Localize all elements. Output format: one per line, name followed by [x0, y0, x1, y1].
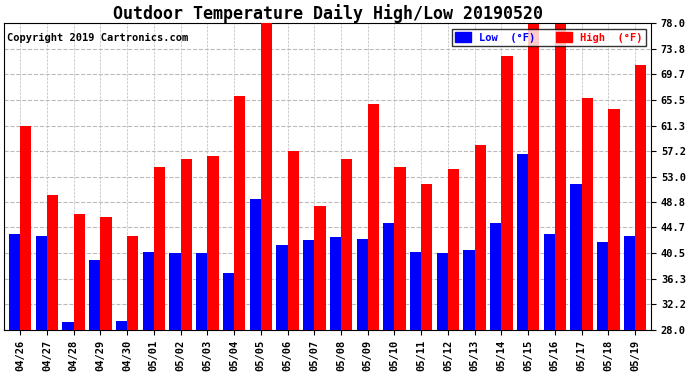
Bar: [582, 98, 593, 330]
Legend: Low  (°F), High  (°F): Low (°F), High (°F): [452, 28, 646, 46]
Bar: [490, 223, 502, 330]
Bar: [448, 169, 459, 330]
Bar: [36, 236, 47, 330]
Bar: [475, 146, 486, 330]
Bar: [261, 23, 272, 330]
Bar: [624, 236, 635, 330]
Bar: [410, 252, 421, 330]
Bar: [395, 167, 406, 330]
Bar: [528, 24, 540, 330]
Bar: [341, 159, 352, 330]
Bar: [181, 159, 192, 330]
Bar: [169, 253, 181, 330]
Bar: [437, 253, 448, 330]
Bar: [207, 156, 219, 330]
Bar: [196, 253, 207, 330]
Bar: [63, 322, 74, 330]
Bar: [234, 96, 246, 330]
Bar: [635, 65, 647, 330]
Bar: [383, 223, 395, 330]
Bar: [597, 242, 609, 330]
Bar: [517, 154, 528, 330]
Bar: [127, 236, 139, 330]
Bar: [357, 239, 368, 330]
Bar: [288, 151, 299, 330]
Bar: [9, 234, 20, 330]
Bar: [154, 167, 165, 330]
Bar: [89, 260, 101, 330]
Bar: [555, 24, 566, 330]
Bar: [250, 199, 261, 330]
Bar: [314, 206, 326, 330]
Bar: [464, 249, 475, 330]
Bar: [47, 195, 58, 330]
Bar: [330, 237, 341, 330]
Title: Outdoor Temperature Daily High/Low 20190520: Outdoor Temperature Daily High/Low 20190…: [112, 4, 542, 23]
Bar: [609, 109, 620, 330]
Bar: [276, 244, 288, 330]
Bar: [116, 321, 127, 330]
Bar: [421, 184, 433, 330]
Bar: [544, 234, 555, 330]
Bar: [20, 126, 32, 330]
Bar: [101, 217, 112, 330]
Bar: [368, 104, 379, 330]
Bar: [74, 214, 85, 330]
Text: Copyright 2019 Cartronics.com: Copyright 2019 Cartronics.com: [8, 33, 188, 42]
Bar: [143, 252, 154, 330]
Bar: [223, 273, 234, 330]
Bar: [502, 56, 513, 330]
Bar: [571, 184, 582, 330]
Bar: [303, 240, 314, 330]
